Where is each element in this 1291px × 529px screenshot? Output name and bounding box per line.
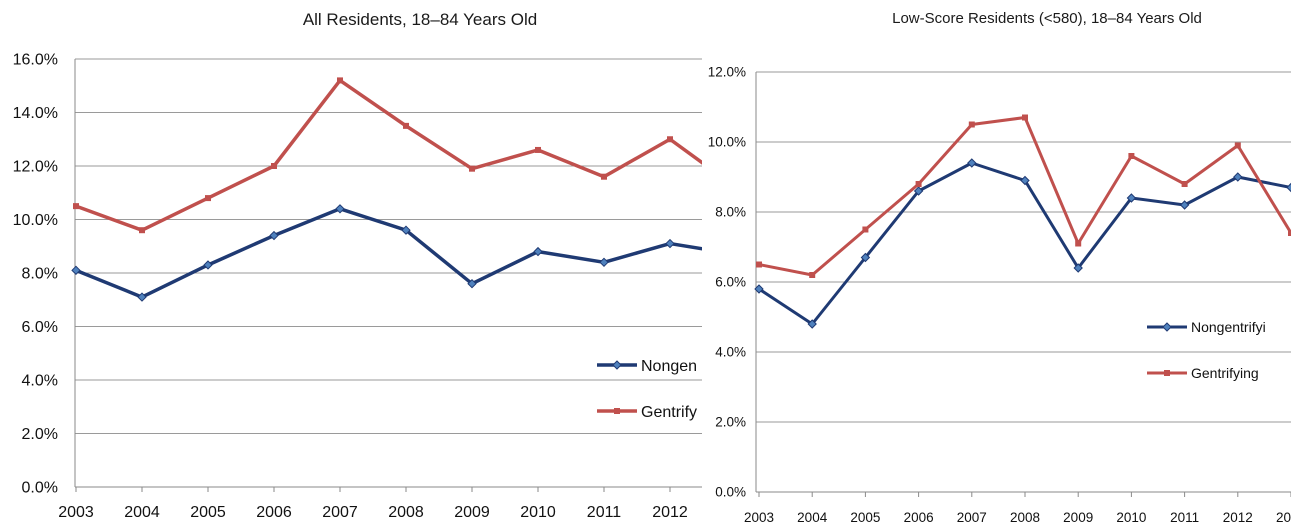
data-point-nongentrifying	[665, 238, 675, 249]
y-tick-label: 6.0%	[22, 319, 58, 336]
data-point-nongentrifying	[1126, 193, 1137, 203]
x-tick-label: 2011	[587, 504, 622, 521]
series-line-nongentrifying	[758, 161, 1291, 326]
data-point-gentrifying	[968, 121, 975, 128]
legend-label: Nongentrifyi	[1191, 319, 1266, 335]
x-tick-label: 2010	[1116, 510, 1146, 525]
chart-title: All Residents, 18–84 Years Old	[303, 10, 537, 29]
data-point-nongentrifying	[1286, 182, 1291, 193]
data-point-nongentrifying	[71, 265, 81, 276]
data-point-nongentrifying	[533, 246, 543, 257]
chart-panel-low-score-residents: Low-Score Residents (<580), 18–84 Years …	[702, 0, 1291, 529]
legend-label: Gentrify	[641, 404, 697, 421]
data-point-nongentrifying	[137, 292, 147, 302]
y-tick-label: 0.0%	[22, 480, 58, 497]
y-tick-label: 8.0%	[715, 205, 746, 220]
x-tick-label: 2006	[256, 504, 292, 521]
chart-title: Low-Score Residents (<580), 18–84 Years …	[892, 10, 1202, 27]
data-point-nongentrifying	[467, 278, 477, 289]
data-point-gentrifying	[1128, 153, 1135, 159]
x-tick-label: 2007	[957, 510, 987, 525]
series-group	[754, 114, 1291, 329]
data-point-nongentrifying	[269, 230, 279, 241]
data-point-gentrifying	[1022, 114, 1028, 121]
data-point-gentrifying	[139, 227, 145, 234]
data-point-gentrifying	[601, 173, 607, 180]
data-point-gentrifying	[73, 203, 79, 210]
data-point-gentrifying	[1075, 240, 1082, 247]
x-tick-label: 2004	[797, 510, 828, 525]
series-line-nongentrifying	[75, 207, 702, 299]
x-tick-label: 2006	[904, 510, 934, 525]
data-point-nongentrifying	[599, 257, 609, 268]
legend-marker	[1164, 370, 1170, 376]
y-tick-label: 16.0%	[13, 52, 58, 69]
data-point-nongentrifying	[807, 319, 817, 329]
data-point-nongentrifying	[860, 252, 871, 263]
chart-panel-all-residents: All Residents, 18–84 Years Old 0.0% 2.0% 4.…	[13, 10, 702, 521]
x-tick-label: 2011	[1170, 510, 1199, 525]
y-tick-label: 6.0%	[715, 275, 746, 290]
y-tick-label: 12.0%	[13, 159, 58, 176]
data-point-nongentrifying	[1233, 172, 1243, 182]
y-tick-label: 8.0%	[22, 266, 58, 283]
series-line-gentrifying	[75, 78, 702, 232]
data-point-gentrifying	[337, 77, 343, 84]
x-tick-label: 2007	[322, 504, 358, 521]
data-point-gentrifying	[403, 122, 409, 129]
x-tick-label: 2004	[124, 504, 160, 521]
y-tick-label: 4.0%	[715, 345, 746, 360]
data-point-nongentrifying	[203, 260, 213, 270]
x-tick-label: 2003	[58, 504, 94, 521]
x-tick-label: 2009	[454, 504, 490, 521]
x-tick-label: 2012	[1223, 510, 1253, 525]
data-point-gentrifying	[1181, 181, 1188, 187]
x-tick-label: 2009	[1063, 510, 1093, 525]
data-point-gentrifying	[809, 272, 816, 278]
data-point-gentrifying	[271, 163, 277, 169]
legend-label: Gentrifying	[1191, 365, 1259, 381]
data-point-gentrifying	[862, 226, 869, 233]
data-point-nongentrifying	[967, 158, 977, 168]
x-tick-label: 2013	[1276, 510, 1291, 525]
data-point-nongentrifying	[754, 284, 764, 294]
data-point-gentrifying	[667, 136, 673, 143]
x-tick-label: 2003	[744, 510, 774, 525]
legend-label: Nongen	[641, 358, 697, 375]
x-tick-label: 2005	[190, 504, 226, 521]
series-group	[71, 77, 702, 302]
x-tick-label: 2008	[1010, 510, 1040, 525]
y-tick-label: 10.0%	[708, 135, 746, 150]
data-point-nongentrifying	[401, 225, 411, 235]
data-point-gentrifying	[1288, 230, 1291, 236]
legend-marker	[612, 360, 622, 370]
y-tick-label: 4.0%	[22, 373, 58, 390]
data-point-nongentrifying	[1179, 200, 1190, 210]
x-tick-label: 2005	[850, 510, 880, 525]
data-point-gentrifying	[1234, 142, 1241, 149]
y-tick-label: 12.0%	[708, 65, 746, 80]
y-tick-label: 0.0%	[715, 485, 746, 500]
x-tick-label: 2010	[520, 504, 556, 521]
data-point-gentrifying	[535, 146, 541, 153]
y-tick-label: 14.0%	[13, 105, 58, 122]
chart-all-residents: All Residents, 18–84 Years Old 0.0% 2.0% 4.…	[13, 10, 702, 521]
chart-low-score-residents: Low-Score Residents (<580), 18–84 Years …	[708, 10, 1291, 525]
data-point-gentrifying	[205, 195, 211, 202]
data-point-nongentrifying	[335, 204, 345, 214]
y-tick-label: 2.0%	[715, 415, 746, 430]
legend-marker	[614, 408, 620, 414]
data-point-gentrifying	[756, 261, 762, 268]
data-point-gentrifying	[915, 181, 922, 187]
series-line-gentrifying	[758, 116, 1291, 277]
legend-marker	[1162, 322, 1172, 332]
x-tick-label: 2008	[388, 504, 424, 521]
x-tick-label: 2012	[652, 504, 688, 521]
y-tick-label: 2.0%	[22, 426, 58, 443]
data-point-nongentrifying	[1020, 175, 1030, 186]
data-point-gentrifying	[469, 165, 475, 172]
data-point-nongentrifying	[913, 186, 924, 196]
data-point-nongentrifying	[1073, 263, 1083, 273]
y-tick-label: 10.0%	[13, 212, 58, 229]
